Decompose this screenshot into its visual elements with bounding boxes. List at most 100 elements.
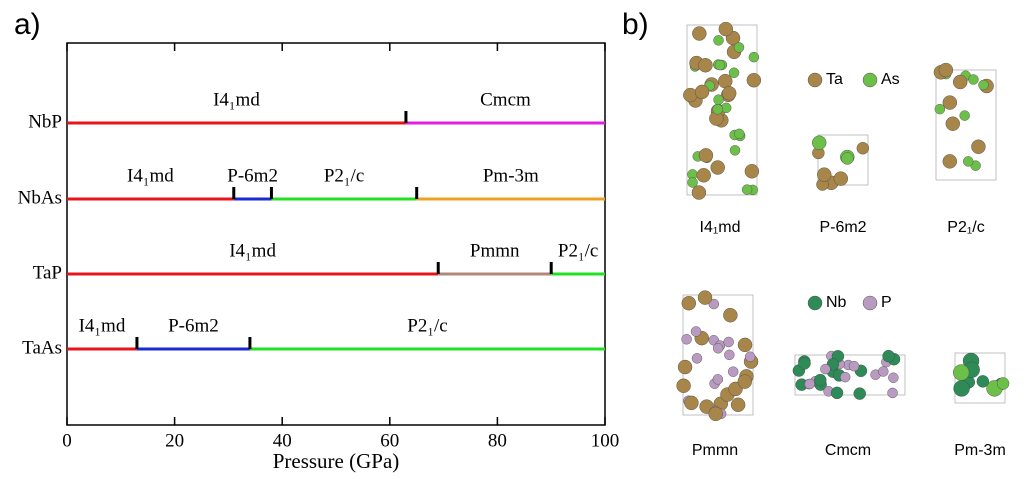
atom [749, 52, 759, 62]
atom [888, 388, 898, 398]
phase-label: I4₁md [213, 89, 260, 110]
atom [738, 338, 752, 352]
structure-label: Cmcm [825, 442, 871, 459]
atom [684, 396, 698, 410]
atom [731, 398, 745, 412]
phase-label: Pmmn [470, 240, 520, 261]
atom [698, 58, 712, 72]
atom [714, 95, 724, 105]
atom [960, 111, 970, 121]
atom [699, 148, 713, 162]
atom [691, 326, 701, 336]
atom [688, 177, 698, 187]
phase-label: P-6m2 [168, 315, 219, 336]
atom [724, 350, 734, 360]
structure-label: Pm-3m [954, 442, 1006, 459]
atom [883, 350, 895, 362]
x-tick-label: 60 [380, 430, 399, 451]
atom [805, 379, 815, 389]
atom [817, 168, 831, 182]
atom [943, 154, 957, 168]
atom [730, 145, 740, 155]
x-tick-label: 0 [62, 430, 72, 451]
atom [834, 172, 848, 186]
atom [682, 296, 696, 310]
legend-label: Nb [826, 294, 847, 311]
structure-label: P2₁/c [947, 219, 984, 236]
atom [698, 291, 712, 305]
phase-label: Pm-3m [483, 165, 539, 186]
atom [682, 334, 692, 344]
x-tick-label: 80 [488, 430, 507, 451]
atom [742, 185, 752, 195]
atom [719, 22, 733, 36]
atom [738, 375, 752, 389]
atom [678, 360, 692, 374]
atom [878, 366, 888, 376]
y-tick-label: TaP [33, 262, 62, 283]
structure-label: Pmmn [692, 442, 738, 459]
phase-label: I4₁md [79, 315, 126, 336]
atom [724, 337, 734, 347]
atom [841, 152, 853, 164]
x-tick-label: 100 [591, 430, 620, 451]
atom [723, 308, 737, 322]
phase-label: P2₁/c [324, 165, 364, 186]
x-axis-label: Pressure (GPa) [273, 449, 400, 473]
atom [745, 164, 759, 178]
atom [978, 80, 988, 90]
atom [745, 352, 755, 362]
atom [857, 142, 869, 154]
y-tick-label: NbP [28, 111, 62, 132]
atom [812, 136, 826, 150]
atom [695, 85, 709, 99]
legend-label: Ta [826, 71, 843, 88]
atom [692, 353, 702, 363]
atom [692, 27, 706, 41]
atom [713, 374, 723, 384]
panel-label: b) [622, 8, 649, 41]
atom [798, 357, 810, 369]
atom [963, 156, 973, 166]
atom [711, 161, 725, 175]
y-tick-label: NbAs [18, 187, 62, 208]
atom [888, 373, 898, 383]
atom [734, 42, 744, 52]
atom [677, 379, 691, 393]
structure-label: I4₁md [700, 219, 741, 236]
legend-swatch [808, 296, 822, 310]
atom [953, 365, 969, 381]
phase-label: Cmcm [480, 89, 531, 110]
phase-label: P2₁/c [407, 315, 447, 336]
figure: a) b) Pressure (GPa) TaAsNbPI4₁mdP-6m2P2… [0, 0, 1024, 478]
atom [953, 75, 967, 89]
legend-swatch [863, 73, 877, 87]
atom [713, 104, 723, 114]
atom [954, 380, 970, 396]
x-tick-label: 20 [165, 430, 184, 451]
phase-label: I4₁md [127, 165, 174, 186]
phase-label: I4₁md [229, 240, 276, 261]
atom [820, 364, 830, 374]
atom [831, 387, 843, 399]
atom [697, 168, 711, 182]
legend-label: P [881, 294, 892, 311]
atom [971, 140, 985, 154]
structure-images: TaAsNbPI4₁mdP-6m2P2₁/cPmmnCmcmPm-3m [677, 22, 1009, 459]
structure-label: P-6m2 [819, 219, 866, 236]
atom [814, 374, 826, 386]
atom [718, 74, 732, 88]
atom [722, 86, 736, 100]
atom [692, 186, 706, 200]
atom [734, 129, 744, 139]
atom [747, 73, 761, 87]
atom [968, 74, 978, 84]
atom [715, 60, 725, 70]
legend-swatch [863, 296, 877, 310]
atom [946, 117, 960, 131]
x-tick-label: 40 [273, 430, 292, 451]
phase-label: P2₁/c [558, 240, 598, 261]
atom [721, 103, 731, 113]
atom [943, 96, 957, 110]
atom [939, 63, 953, 77]
